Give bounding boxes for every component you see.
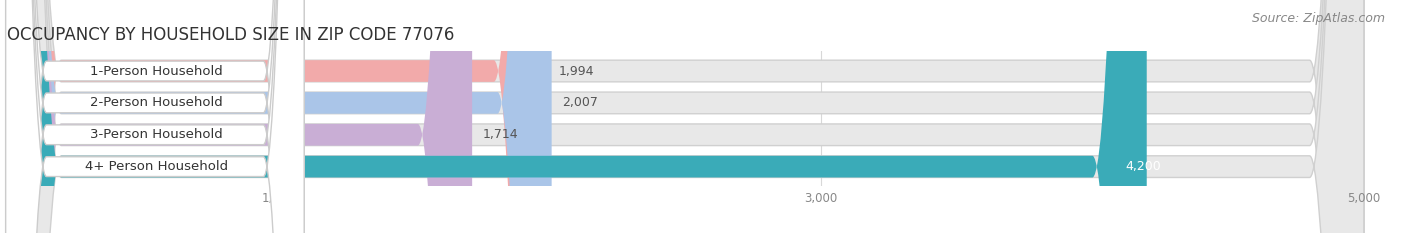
Text: 1-Person Household: 1-Person Household	[90, 65, 222, 78]
FancyBboxPatch shape	[6, 0, 304, 233]
FancyBboxPatch shape	[6, 0, 304, 233]
FancyBboxPatch shape	[7, 0, 551, 233]
FancyBboxPatch shape	[7, 0, 472, 233]
Text: 2-Person Household: 2-Person Household	[90, 96, 222, 110]
Text: 3-Person Household: 3-Person Household	[90, 128, 222, 141]
Text: OCCUPANCY BY HOUSEHOLD SIZE IN ZIP CODE 77076: OCCUPANCY BY HOUSEHOLD SIZE IN ZIP CODE …	[7, 26, 454, 44]
Text: 1,714: 1,714	[484, 128, 519, 141]
FancyBboxPatch shape	[7, 0, 548, 233]
Text: 2,007: 2,007	[562, 96, 599, 110]
FancyBboxPatch shape	[7, 0, 1364, 233]
Text: 4+ Person Household: 4+ Person Household	[84, 160, 228, 173]
Text: 1,994: 1,994	[560, 65, 595, 78]
FancyBboxPatch shape	[6, 0, 304, 233]
FancyBboxPatch shape	[6, 0, 304, 233]
FancyBboxPatch shape	[7, 0, 1364, 233]
Text: 4,200: 4,200	[1125, 160, 1161, 173]
FancyBboxPatch shape	[7, 0, 1364, 233]
Text: Source: ZipAtlas.com: Source: ZipAtlas.com	[1251, 12, 1385, 25]
FancyBboxPatch shape	[7, 0, 1147, 233]
FancyBboxPatch shape	[7, 0, 1364, 233]
